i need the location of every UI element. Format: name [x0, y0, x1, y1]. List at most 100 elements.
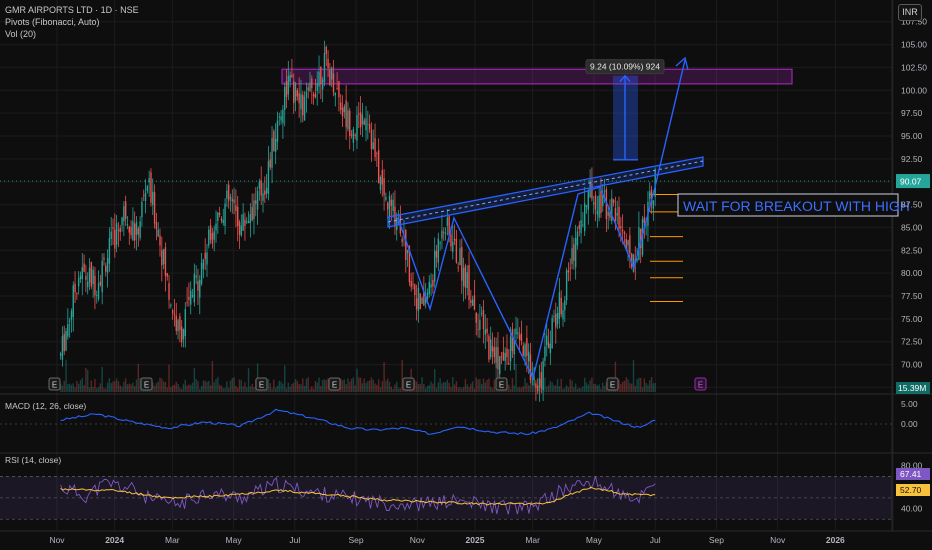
candle-body [441, 230, 443, 239]
volume-bar [294, 379, 297, 392]
volume-bar [649, 380, 651, 392]
candle-body [132, 221, 134, 241]
volume-bar [179, 387, 181, 392]
trend-drawings[interactable]: 9.24 (10.09%) 924 WAIT FOR BREAKOUT WITH … [387, 56, 910, 381]
candle-body [336, 88, 338, 89]
volume-bar [72, 383, 74, 392]
time-tick-label: 2024 [105, 535, 124, 545]
candle-body [571, 248, 573, 264]
candle-body [213, 231, 215, 240]
candle-body [616, 213, 618, 216]
candle-body [300, 94, 302, 110]
volume-bar [285, 388, 288, 392]
volume-bar [585, 382, 588, 392]
volume-bar [448, 382, 450, 392]
candle-body [497, 347, 499, 370]
volume-bar [600, 388, 602, 392]
candle-body [457, 267, 459, 269]
candle-body [226, 190, 228, 199]
candle-body [283, 86, 286, 110]
volume-bar [365, 383, 367, 392]
earnings-marker-box [328, 377, 341, 391]
volume-bar [444, 382, 447, 392]
candles [59, 40, 656, 402]
candle-body [112, 227, 114, 229]
candle-body [273, 131, 275, 152]
candle-body [338, 81, 340, 98]
volume-bar [377, 379, 380, 392]
price-tick-label: 87.50 [901, 200, 923, 210]
candle-body [265, 187, 268, 194]
candle-body [356, 114, 358, 141]
candle-body [262, 193, 264, 201]
volume-bar [605, 382, 608, 392]
volume-bars [59, 359, 656, 392]
volume-bar [388, 381, 391, 392]
volume-bar [484, 382, 486, 392]
volume-bar [475, 377, 477, 392]
rsi-ma-value-tag [896, 484, 930, 496]
volume-bar [457, 387, 459, 392]
candle-body [83, 263, 85, 272]
candle-body [437, 238, 440, 263]
candle-body [97, 283, 100, 300]
currency-button[interactable]: INR [898, 4, 922, 21]
candle-body [314, 93, 317, 98]
volume-bar [488, 378, 490, 392]
candle-body [361, 114, 364, 125]
candle-body [614, 208, 617, 222]
candle-body [242, 214, 244, 231]
time-tick-label: Jul [650, 535, 661, 545]
volume-bar [542, 386, 544, 392]
candle-body [215, 223, 217, 231]
earnings-marker-label: E [259, 381, 264, 390]
candle-body [341, 107, 344, 117]
candle-body [370, 129, 373, 149]
candle-body [627, 240, 629, 246]
volume-bar [87, 369, 89, 392]
candle-body [164, 247, 167, 276]
earnings-marker-label: E [698, 381, 703, 390]
volume-bar [537, 388, 539, 392]
volume-bar [555, 385, 557, 392]
candle-body [517, 332, 519, 335]
earnings-marker-label: E [610, 381, 615, 390]
candle-body [209, 225, 212, 240]
candle-body [499, 356, 501, 375]
candle-body [137, 228, 140, 235]
measured-move-label: 9.24 (10.09%) 924 [590, 62, 660, 72]
pivots-legend[interactable]: Pivots (Fibonacci, Auto) [5, 17, 100, 27]
candle-body [406, 249, 409, 254]
candle-body [237, 206, 239, 227]
candle-body [298, 93, 300, 104]
candle-body [193, 273, 196, 303]
candle-body [316, 83, 318, 91]
candle-body [96, 295, 98, 296]
volume-bar [647, 384, 649, 392]
volume-bar [180, 388, 183, 392]
volume-bar [513, 385, 515, 392]
volume-bar [164, 381, 167, 392]
candle-body [85, 275, 87, 280]
time-axis: Nov 2024 Mar May Jul Sep Nov 2025 Mar May Jul Sep No… [49, 535, 845, 545]
candle-body [607, 211, 609, 216]
candle-body [490, 339, 492, 358]
earnings-marker-label: E [332, 381, 337, 390]
volume-bar [343, 379, 346, 392]
volume-bar [361, 383, 364, 392]
symbol-title[interactable]: GMR AIRPORTS LTD · 1D · NSE [5, 5, 139, 15]
volume-bar [202, 380, 205, 392]
resistance-zone[interactable] [281, 68, 793, 85]
candle-body [282, 109, 284, 124]
volume-legend[interactable]: Vol (20) [5, 29, 37, 39]
candle-body [452, 241, 454, 253]
volume-bar [213, 382, 215, 392]
candle-body [636, 258, 638, 261]
candle-body [143, 195, 145, 196]
candle-body [448, 216, 450, 236]
macd-tick-label: 5.00 [901, 399, 918, 409]
candle-body [390, 199, 393, 206]
volume-bar [574, 383, 577, 392]
